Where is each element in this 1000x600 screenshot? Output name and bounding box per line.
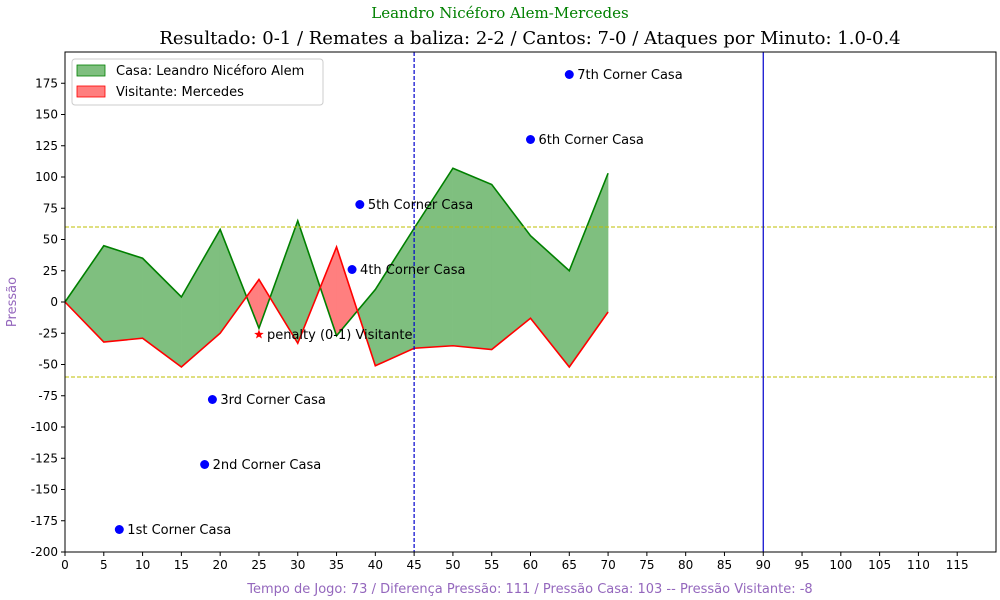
corner-marker bbox=[526, 135, 535, 144]
x-tick-label: 25 bbox=[251, 558, 266, 572]
y-tick-label: -25 bbox=[38, 326, 58, 340]
y-axis-label: Pressão bbox=[5, 277, 20, 327]
legend-entry: Visitante: Mercedes bbox=[116, 85, 244, 100]
corner-marker bbox=[114, 525, 124, 534]
y-tick-label: -125 bbox=[31, 451, 58, 465]
plot-area: 1st Corner Casa 2nd Corner Casa 3rd Corner… bbox=[31, 51, 997, 572]
x-tick-label: 85 bbox=[717, 558, 732, 572]
home-advantage-area bbox=[219, 229, 247, 335]
x-axis-label: Tempo de Jogo: 73 / Diferença Pressão: 1… bbox=[246, 582, 812, 597]
x-tick-label: 115 bbox=[946, 558, 969, 572]
corner-marker bbox=[200, 460, 210, 469]
y-tick-label: -150 bbox=[31, 483, 58, 497]
x-tick-label: 95 bbox=[794, 558, 809, 572]
legend-swatch bbox=[76, 64, 106, 77]
corner-marker bbox=[564, 70, 574, 79]
home-advantage-area bbox=[569, 173, 609, 368]
x-tick-label: 105 bbox=[868, 558, 891, 572]
annotation-label: 6th Corner Casa bbox=[539, 133, 644, 148]
legend: Casa: Leandro Nicéforo Alem Visitante: Me… bbox=[71, 58, 324, 106]
x-tick-label: 35 bbox=[329, 558, 344, 572]
away-pressure-line bbox=[64, 244, 609, 369]
y-tick-label: 175 bbox=[35, 76, 58, 90]
annotation-label: penalty (0-1) Visitante bbox=[267, 328, 413, 343]
home-advantage-area bbox=[142, 257, 182, 368]
x-tick-label: 50 bbox=[445, 558, 460, 572]
x-tick-label: 60 bbox=[523, 558, 538, 572]
x-tick-label: 80 bbox=[678, 558, 693, 572]
y-tick-label: 150 bbox=[35, 108, 58, 122]
y-tick-label: 50 bbox=[43, 233, 58, 247]
chart-title: Resultado: 0-1 / Remates a baliza: 2-2 /… bbox=[159, 28, 900, 49]
y-tick-label: -75 bbox=[38, 389, 58, 403]
y-tick-label: 75 bbox=[43, 201, 58, 215]
home-advantage-area bbox=[103, 245, 143, 343]
annotation-label: 3rd Corner Casa bbox=[220, 393, 325, 408]
y-tick-label: -50 bbox=[38, 358, 58, 372]
x-tick-label: 100 bbox=[829, 558, 852, 572]
x-tick-label: 90 bbox=[756, 558, 771, 572]
home-pressure-line bbox=[64, 167, 609, 338]
x-tick-label: 55 bbox=[484, 558, 499, 572]
x-tick-label: 10 bbox=[135, 558, 150, 572]
y-tick-label: 0 bbox=[50, 295, 58, 309]
home-advantage-area bbox=[269, 220, 298, 345]
annotation-label: 1st Corner Casa bbox=[127, 523, 231, 538]
annotation-label: 7th Corner Casa bbox=[577, 68, 682, 83]
x-tick-label: 5 bbox=[100, 558, 108, 572]
home-advantage-area bbox=[452, 167, 492, 350]
x-tick-label: 110 bbox=[907, 558, 930, 572]
x-tick-label: 40 bbox=[368, 558, 383, 572]
legend-entry: Casa: Leandro Nicéforo Alem bbox=[116, 64, 304, 79]
chart-suptitle: Leandro Nicéforo Alem-Mercedes bbox=[371, 4, 628, 22]
corner-marker bbox=[355, 200, 365, 209]
annotation-label: 5th Corner Casa bbox=[368, 198, 473, 213]
y-tick-label: 125 bbox=[35, 139, 58, 153]
y-tick-label: 100 bbox=[35, 170, 58, 184]
home-advantage-area bbox=[181, 228, 221, 368]
x-tick-label: 75 bbox=[639, 558, 654, 572]
x-tick-label: 65 bbox=[562, 558, 577, 572]
home-advantage-area bbox=[375, 227, 415, 367]
home-advantage-area bbox=[413, 167, 454, 349]
annotation-label: 4th Corner Casa bbox=[360, 263, 465, 278]
legend-box bbox=[71, 58, 324, 106]
x-tick-label: 20 bbox=[213, 558, 228, 572]
legend-swatch bbox=[76, 85, 106, 98]
penalty-marker bbox=[254, 329, 264, 339]
x-tick-label: 70 bbox=[600, 558, 615, 572]
annotation-label: 2nd Corner Casa bbox=[213, 458, 322, 473]
home-advantage-area bbox=[530, 235, 570, 368]
x-tick-label: 0 bbox=[61, 558, 69, 572]
away-advantage-area bbox=[319, 246, 337, 336]
corner-marker bbox=[347, 265, 357, 274]
y-tick-label: -100 bbox=[31, 420, 58, 434]
y-tick-label: 25 bbox=[43, 264, 58, 278]
x-tick-label: 45 bbox=[406, 558, 421, 572]
corner-marker bbox=[207, 395, 217, 404]
x-tick-label: 30 bbox=[290, 558, 305, 572]
y-tick-label: -175 bbox=[31, 514, 58, 528]
x-tick-label: 15 bbox=[174, 558, 189, 572]
y-tick-label: -200 bbox=[31, 545, 58, 559]
home-advantage-area bbox=[297, 220, 321, 344]
